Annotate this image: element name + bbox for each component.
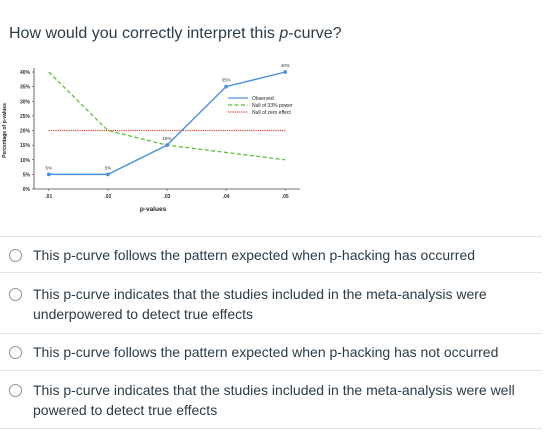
answer-option-3[interactable]: This p-curve follows the pattern expecte… — [0, 333, 542, 370]
x-tick-label: .05 — [282, 194, 289, 200]
radio-button[interactable] — [9, 249, 22, 262]
p-curve-chart: 0% 5% 10% 15% 20% 25% 30% 35% 40% .01 .02 .03 .04 .05… — [2, 63, 300, 213]
answer-option-4[interactable]: This p-curve indicates that the studies … — [0, 370, 542, 429]
radio-button[interactable] — [9, 288, 22, 301]
y-tick-label: 35% — [20, 85, 31, 91]
question-emphasis: p — [279, 25, 289, 42]
y-tick-label: 0% — [23, 187, 31, 193]
y-axis-label: Percentage of p-values — [2, 103, 8, 158]
answer-options: This p-curve follows the pattern expecte… — [0, 236, 542, 429]
data-label: 15% — [162, 136, 171, 141]
y-tick-label: 20% — [20, 129, 31, 135]
observed-point — [105, 172, 110, 177]
data-label: 40% — [281, 63, 290, 68]
data-label: 5% — [46, 165, 53, 170]
x-tick-label: .03 — [164, 194, 171, 200]
radio-button[interactable] — [9, 346, 22, 359]
x-tick-label: .01 — [45, 194, 52, 200]
data-label: 5% — [105, 165, 112, 170]
x-axis-label: p-values — [140, 206, 167, 213]
observed-point — [224, 84, 229, 89]
observed-point — [165, 143, 169, 148]
answer-label: This p-curve indicates that the studies … — [33, 286, 487, 322]
radio-button[interactable] — [9, 384, 22, 397]
data-label: 35% — [222, 78, 231, 83]
answer-option-2[interactable]: This p-curve indicates that the studies … — [0, 272, 542, 333]
y-tick-label: 30% — [20, 99, 31, 105]
question-suffix: -curve? — [288, 25, 342, 42]
y-tick-label: 25% — [20, 114, 31, 120]
x-tick-label: .04 — [223, 194, 230, 200]
answer-label: This p-curve indicates that the studies … — [33, 382, 515, 418]
question-prefix: How would you correctly interpret this — [9, 25, 280, 42]
legend-label: Observed — [252, 96, 274, 102]
y-tick-label: 5% — [23, 172, 31, 178]
y-tick-label: 10% — [20, 158, 31, 164]
y-tick-label: 40% — [20, 70, 31, 76]
observed-point — [283, 70, 288, 74]
observed-point — [46, 172, 51, 177]
series-line-0 — [48, 71, 286, 176]
x-tick-label: .02 — [104, 194, 111, 200]
answer-label: This p-curve follows the pattern expecte… — [33, 344, 499, 360]
answer-label: This p-curve follows the pattern expecte… — [33, 247, 476, 263]
y-tick-label: 15% — [20, 143, 31, 149]
legend-label: Null of zero effect — [252, 110, 291, 116]
answer-option-1[interactable]: This p-curve follows the pattern expecte… — [0, 236, 542, 272]
legend-label: Null of 33% power — [252, 103, 293, 109]
question-text: How would you correctly interpret this p… — [9, 25, 342, 43]
